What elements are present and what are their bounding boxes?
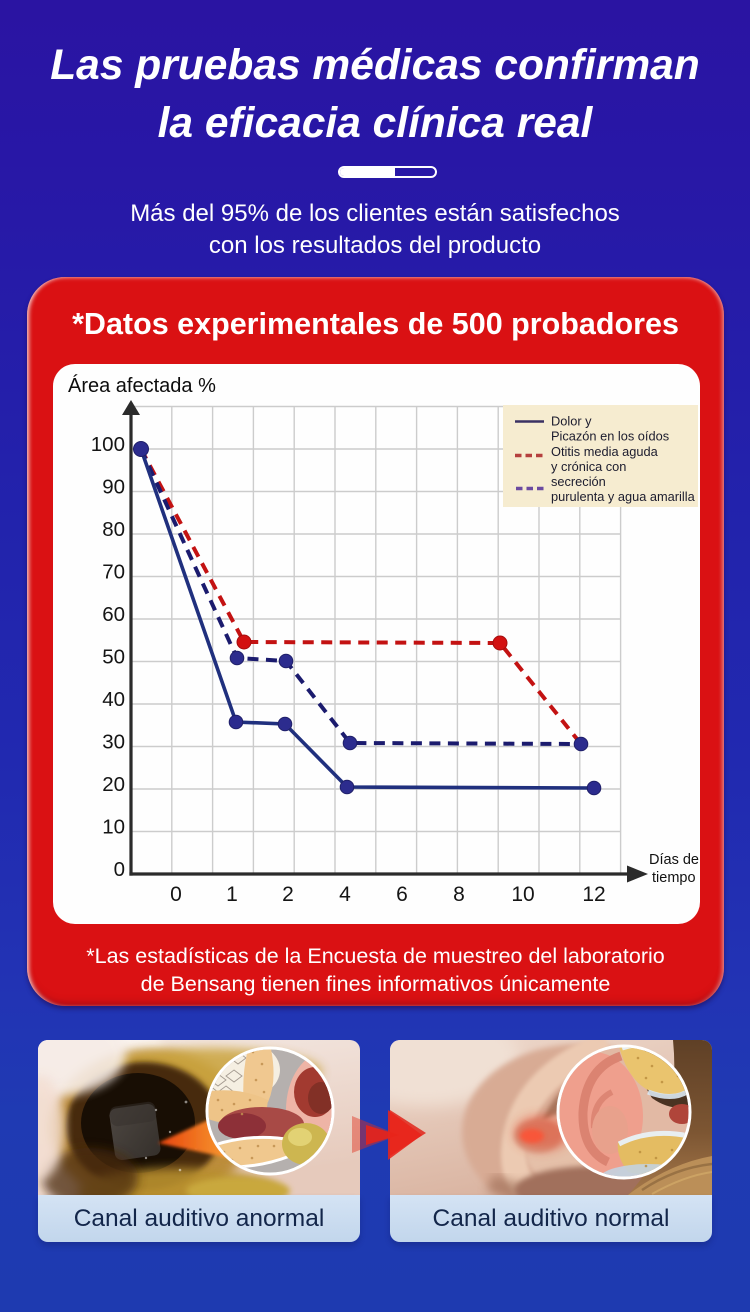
svg-text:4: 4	[339, 883, 351, 906]
svg-text:6: 6	[396, 883, 408, 906]
svg-text:1: 1	[226, 883, 238, 906]
svg-text:80: 80	[102, 518, 125, 541]
svg-text:10: 10	[511, 883, 534, 906]
svg-text:y crónica con: y crónica con	[551, 459, 626, 474]
svg-text:10: 10	[102, 816, 125, 839]
svg-text:40: 40	[102, 688, 125, 711]
svg-text:20: 20	[102, 773, 125, 796]
svg-text:0: 0	[170, 883, 182, 906]
svg-text:secreción: secreción	[551, 474, 606, 489]
svg-text:12: 12	[582, 883, 605, 906]
svg-text:tiempo: tiempo	[652, 870, 696, 886]
svg-text:8: 8	[453, 883, 465, 906]
svg-text:90: 90	[102, 476, 125, 499]
svg-text:Días de: Días de	[649, 852, 699, 868]
svg-text:Dolor y: Dolor y	[551, 414, 592, 429]
svg-text:50: 50	[102, 646, 125, 669]
svg-text:2: 2	[282, 883, 294, 906]
svg-text:Área afectada %: Área afectada %	[68, 374, 216, 397]
svg-text:0: 0	[114, 858, 125, 881]
svg-text:30: 30	[102, 731, 125, 754]
svg-text:60: 60	[102, 603, 125, 626]
svg-text:70: 70	[102, 561, 125, 584]
svg-text:100: 100	[91, 433, 125, 456]
svg-text:Otitis media aguda: Otitis media aguda	[551, 444, 659, 459]
svg-text:Picazón en los oídos: Picazón en los oídos	[551, 429, 669, 444]
svg-text:purulenta y agua amarilla: purulenta y agua amarilla	[551, 489, 696, 504]
